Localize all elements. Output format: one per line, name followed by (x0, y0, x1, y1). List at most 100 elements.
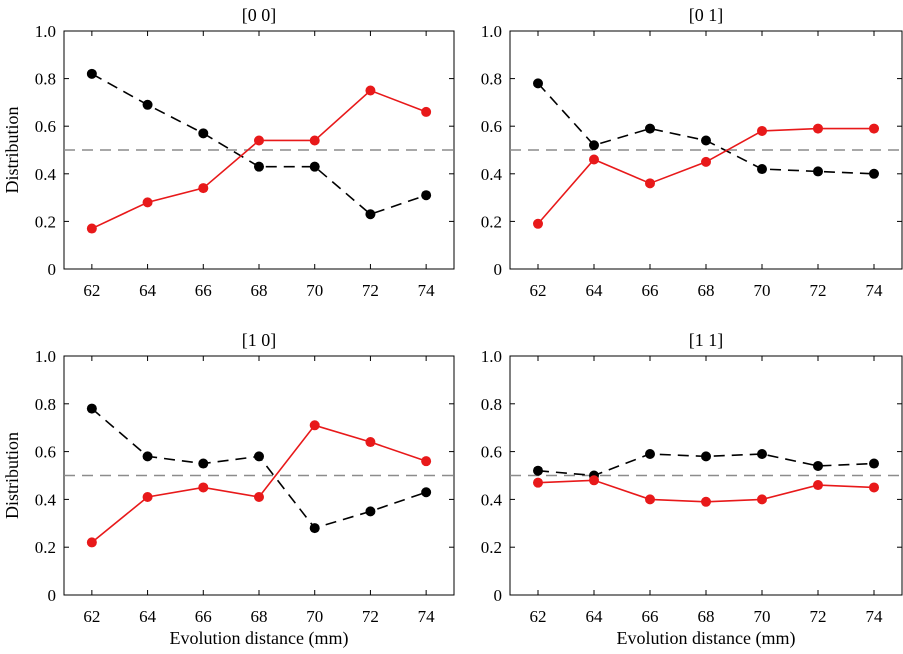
y-tick-label: 0.8 (481, 395, 502, 414)
data-point-solid-red (869, 123, 879, 134)
y-tick-label: 0.6 (35, 117, 56, 136)
data-point-dashed-black (86, 68, 97, 79)
data-point-solid-red (86, 223, 97, 234)
y-tick-label: 0.2 (35, 538, 56, 557)
y-tick-label: 0 (48, 586, 57, 605)
x-tick-label: 64 (139, 607, 157, 626)
chart-panel-3: 0 0.2 0.4 0.6 0.8 1.0 62 64 66 68 70 72 74 [1 1] Evolu… (481, 330, 903, 649)
panel-title: [0 0] (242, 5, 277, 25)
y-tick-label: 0.2 (35, 212, 56, 231)
y-tick-label: 0.8 (35, 70, 56, 89)
data-point-dashed-black (869, 168, 879, 179)
x-tick-label: 68 (698, 281, 715, 300)
x-tick-label: 72 (362, 607, 379, 626)
data-point-dashed-black (142, 99, 153, 110)
panel-title: [1 1] (689, 330, 724, 350)
x-tick-label: 62 (83, 607, 100, 626)
x-tick-label: 70 (306, 281, 323, 300)
data-point-dashed-black (533, 465, 543, 476)
y-tick-label: 0.4 (35, 165, 57, 184)
data-point-solid-red (421, 456, 432, 467)
data-point-dashed-black (645, 448, 655, 459)
data-point-solid-red (421, 106, 432, 117)
y-tick-label: 0.4 (35, 490, 57, 509)
x-tick-label: 66 (195, 281, 212, 300)
data-point-solid-red (198, 183, 209, 194)
y-tick-label: 0.6 (35, 443, 56, 462)
x-tick-label: 70 (754, 607, 771, 626)
data-point-dashed-black (365, 209, 376, 220)
y-tick-label: 0.6 (481, 117, 502, 136)
y-tick-label: 1.0 (35, 22, 56, 41)
data-point-solid-red (142, 197, 153, 208)
y-axis-title: Distribution (2, 106, 22, 193)
y-tick-label: 0 (494, 586, 503, 605)
data-point-dashed-black (254, 451, 264, 462)
data-point-solid-red (86, 537, 97, 548)
data-point-dashed-black (421, 487, 432, 498)
data-point-solid-red (533, 218, 543, 229)
data-point-dashed-black (365, 506, 376, 517)
y-tick-label: 0.4 (481, 490, 503, 509)
x-tick-label: 74 (866, 281, 884, 300)
data-point-solid-red (254, 492, 264, 503)
data-point-solid-red (757, 494, 767, 505)
x-tick-label: 72 (362, 281, 379, 300)
x-tick-label: 64 (586, 607, 604, 626)
data-point-solid-red (198, 482, 209, 493)
data-point-dashed-black (757, 448, 767, 459)
x-tick-label: 68 (251, 607, 268, 626)
data-point-solid-red (645, 494, 655, 505)
y-tick-label: 0.8 (35, 395, 56, 414)
series-line-solid-red (91, 89, 427, 230)
data-point-solid-red (589, 154, 599, 165)
data-point-solid-red (701, 496, 711, 507)
data-point-solid-red (813, 480, 823, 491)
panel-title: [0 1] (689, 5, 724, 25)
data-point-solid-red (813, 123, 823, 134)
y-tick-label: 0.2 (481, 212, 502, 231)
x-tick-label: 70 (306, 607, 323, 626)
y-tick-label: 0.4 (481, 165, 503, 184)
data-point-dashed-black (198, 128, 209, 139)
x-tick-label: 74 (866, 607, 884, 626)
panel-title: [1 0] (242, 330, 277, 350)
y-tick-label: 1.0 (481, 347, 502, 366)
x-tick-label: 74 (418, 607, 436, 626)
data-point-solid-red (309, 420, 320, 431)
data-point-dashed-black (421, 190, 432, 201)
data-point-dashed-black (142, 451, 153, 462)
data-point-solid-red (757, 125, 767, 136)
y-tick-label: 0.2 (481, 538, 502, 557)
y-tick-label: 1.0 (481, 22, 502, 41)
x-tick-label: 66 (642, 281, 659, 300)
data-point-solid-red (309, 135, 320, 146)
data-point-solid-red (365, 437, 376, 448)
data-point-solid-red (645, 178, 655, 189)
data-point-dashed-black (309, 161, 320, 172)
data-point-dashed-black (757, 164, 767, 175)
data-point-dashed-black (701, 135, 711, 146)
chart-panel-1: 0 0.2 0.4 0.6 0.8 1.0 62 64 66 68 70 72 74 [0 1] (481, 5, 903, 300)
x-tick-label: 74 (418, 281, 436, 300)
chart-panel-0: 0 0.2 0.4 0.6 0.8 1.0 62 64 66 68 70 72 74 [0 0] Distr… (2, 5, 455, 300)
data-point-solid-red (365, 85, 376, 96)
series-line-solid-red (91, 424, 427, 544)
y-tick-label: 1.0 (35, 347, 56, 366)
data-point-solid-red (589, 475, 599, 486)
data-point-dashed-black (869, 458, 879, 469)
data-point-dashed-black (198, 458, 209, 469)
data-point-dashed-black (701, 451, 711, 462)
data-point-dashed-black (813, 460, 823, 471)
x-tick-label: 62 (83, 281, 100, 300)
x-tick-label: 68 (698, 607, 715, 626)
y-axis-title: Distribution (2, 432, 22, 519)
series-line-dashed-black (91, 407, 427, 530)
x-tick-label: 64 (139, 281, 157, 300)
data-point-solid-red (142, 492, 153, 503)
data-point-dashed-black (813, 166, 823, 177)
x-axis-title: Evolution distance (mm) (170, 628, 349, 649)
data-point-dashed-black (589, 140, 599, 151)
x-tick-label: 72 (810, 607, 827, 626)
